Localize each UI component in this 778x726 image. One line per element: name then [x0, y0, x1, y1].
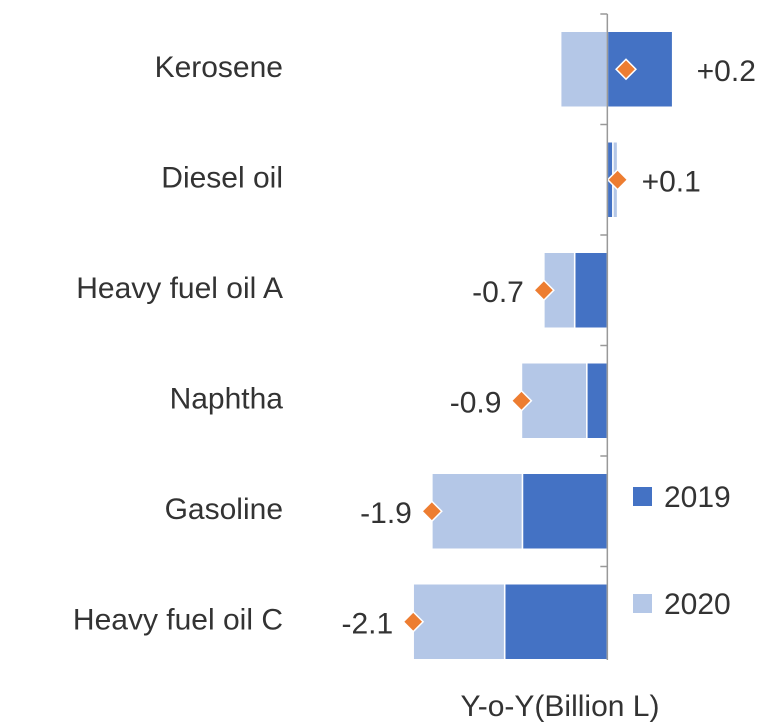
total-marker [615, 58, 637, 81]
total-marker [402, 610, 425, 633]
value-label: +0.2 [697, 55, 756, 88]
value-label: +0.1 [642, 166, 701, 199]
bar [503, 583, 609, 661]
y-tick-label: Gasoline [165, 493, 283, 526]
legend-label: 2020 [664, 588, 731, 621]
value-label: -0.7 [472, 276, 524, 309]
bar [521, 472, 609, 550]
y-tick-label: Diesel oil [161, 162, 283, 195]
bar [431, 472, 524, 550]
value-label: -0.9 [450, 387, 502, 420]
y-tick-label: Naphtha [170, 383, 284, 416]
bar [559, 30, 609, 108]
bar [586, 362, 609, 440]
total-marker [420, 500, 443, 523]
total-marker [510, 389, 533, 412]
legend-label: 2019 [664, 481, 731, 514]
bar [412, 583, 506, 661]
legend-swatch [633, 487, 652, 506]
bar [573, 251, 609, 329]
y-tick-label: Kerosene [155, 51, 283, 84]
total-marker [606, 168, 629, 191]
total-marker [532, 279, 555, 302]
x-axis-label: Y-o-Y(Billion L) [461, 690, 660, 723]
value-label: -2.1 [341, 608, 393, 641]
y-tick-label: Heavy fuel oil C [73, 604, 283, 637]
value-label: -1.9 [360, 497, 412, 530]
legend-swatch [633, 594, 652, 613]
y-tick-label: Heavy fuel oil A [76, 272, 283, 305]
bar [543, 251, 576, 329]
